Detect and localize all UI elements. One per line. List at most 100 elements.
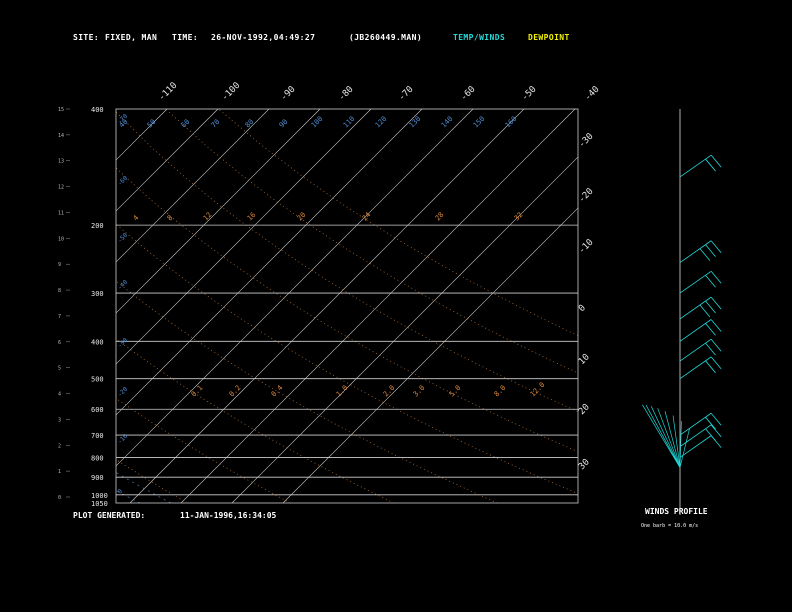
dry-adiabat [116,111,578,413]
wind-barb-shaft [672,415,681,468]
wind-barb-flag [710,338,722,352]
wind-barb-flag [710,296,722,310]
mixing-ratio-label: 4 [132,214,141,223]
height-km-tick-label: 14 [58,133,64,139]
file-value: (JB260449.MAN) [349,33,423,42]
temperature-trace [0,109,45,501]
mixing-ratio-label: 32 [513,211,525,223]
isotherm-line [282,207,578,503]
dry-adiabat [116,397,291,503]
mixing-ratio-label: 0.1 [190,384,205,399]
mixing-ratio-line [0,409,8,503]
height-km-tick-label: 13 [58,159,64,165]
winds-profile-title: WINDS PROFILE [645,507,708,516]
isotherm-line [116,109,372,365]
moist-adiabat-label: -10 [116,433,129,446]
height-km-tick-label: 3 [58,417,61,423]
wind-barb-shaft [664,411,681,468]
wind-barb-flag [710,435,722,448]
isotherm-right-label: -30 [577,132,596,151]
wind-barb-shaft [679,240,712,263]
plot-frame [115,108,579,504]
isotherm-line [0,109,14,503]
wind-barb-shaft [679,427,691,468]
moist-adiabat-label: -50 [116,232,129,245]
moist-adiabat [116,490,141,503]
mixing-ratio-label: 3.0 [412,384,427,399]
wind-barb-shaft [679,412,712,436]
isotherm-top-label: -50 [520,85,539,104]
time-value: 26-NOV-1992,04:49:27 [211,33,316,42]
dry-adiabat [165,109,578,374]
wind-barb-shaft [645,404,681,468]
isotherm-top-label: -70 [397,85,416,104]
isotherm-line [116,109,474,467]
isotherm-line [0,109,65,503]
mixing-ratio-label: 12 [202,211,214,223]
wind-barb-flag [705,244,716,257]
wind-barb-flag [705,342,716,356]
moist-adiabat-label: -20 [116,386,129,399]
dry-adiabat [218,109,578,337]
height-km-tick-label: 1 [58,469,61,475]
height-km-tick-label: 12 [58,185,64,191]
isotherm-top-label: -40 [583,85,602,104]
moist-adiabat [0,225,48,503]
adiabat-label: 110 [342,115,357,130]
pressure-tick-label: 400 [91,338,104,346]
wind-barb-flag [710,424,722,438]
wind-barb-flag [705,274,716,288]
wind-barb-flag [705,158,716,172]
wind-barb-flag [710,271,722,284]
pressure-tick-label: 600 [91,406,104,414]
isotherm-line [116,109,168,161]
pressure-tick-label: 1000 [91,492,108,500]
moist-adiabat-label: -60 [116,175,129,188]
dry-adiabat [116,223,578,494]
moist-adiabat [0,225,18,503]
wind-barb-flag [710,154,722,168]
isotherm-top-label: -90 [279,85,298,104]
isotherm-right-label: -10 [577,238,596,257]
moist-adiabat-label: -30 [116,337,129,350]
wind-barb-flag [705,300,716,314]
pressure-tick-label: 200 [91,222,104,230]
adiabat-label: 60 [180,118,192,130]
wind-barb-shaft [679,338,712,362]
pressure-tick-label: 400 [91,106,104,114]
isotherm-top-label: -80 [337,85,356,104]
pressure-tick-label: 900 [91,474,104,482]
plot-generated-label: PLOT GENERATED: [73,511,146,520]
isotherm-right-label: 0 [577,303,588,314]
mixing-ratio-label: 8.0 [493,384,508,399]
mixing-ratio-label: 0.4 [270,384,285,399]
isotherm-line [116,109,270,263]
pressure-tick-label: 500 [91,376,104,384]
height-km-tick-label: 8 [58,288,61,294]
winds-profile-note: One barb = 10.0 m/s [641,523,699,529]
pressure-tick-label: 800 [91,454,104,462]
mixing-ratio-label: 20 [296,211,308,223]
adiabat-label: 90 [278,118,290,130]
height-km-tick-label: 15 [58,107,64,113]
adiabat-label: 150 [472,115,487,130]
moist-adiabat [116,472,171,503]
wind-barb-shaft [657,408,681,468]
isotherm-line [180,109,576,503]
mixing-ratio-label: 5.0 [448,384,463,399]
mixing-ratio-line [0,409,38,503]
wind-barb-flag [705,323,716,336]
isotherm-top-label: -110 [157,81,179,103]
pressure-tick-label: 700 [91,432,104,440]
wind-barb-shaft [650,406,681,468]
mixing-ratio-label: 1.0 [335,384,350,399]
legend-temp: TEMP/WINDS [453,33,506,42]
wind-barb-flag [705,416,716,430]
mixing-ratio-label: 24 [361,211,373,223]
adiabat-label: 140 [440,115,455,130]
height-km-tick-label: 7 [58,314,61,320]
height-km-tick-label: 6 [58,340,61,346]
adiabat-label: 70 [210,118,222,130]
site-value: FIXED, MAN [105,33,158,42]
